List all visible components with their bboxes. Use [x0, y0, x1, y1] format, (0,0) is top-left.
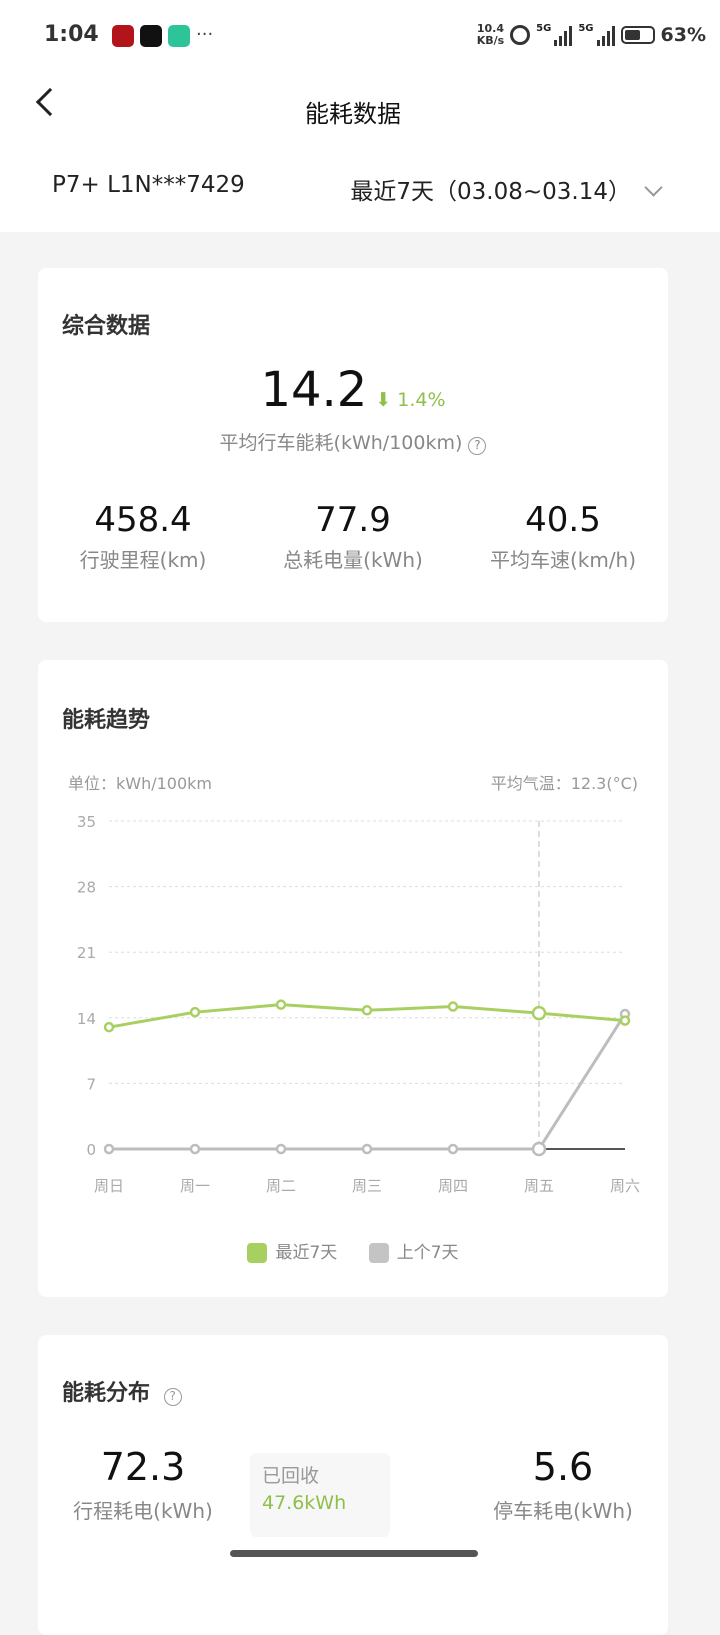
net-speed: 10.4 KB/s — [476, 22, 505, 47]
y-tick-label: 21 — [77, 944, 96, 962]
unit-label: 单位：kWh/100km — [68, 774, 213, 793]
avg-consumption-row: 14.2 ⬇ 1.4% — [38, 362, 668, 418]
battery-percent: 63% — [660, 24, 706, 46]
home-app-icon — [168, 24, 190, 47]
bank-app-icon — [112, 24, 134, 47]
data-point — [275, 1143, 287, 1155]
chevron-down-icon — [644, 178, 663, 197]
summary-card: 综合数据 14.2 ⬇ 1.4% 平均行车能耗(kWh/100km) ? 458… — [38, 268, 668, 622]
data-point — [447, 1143, 459, 1155]
avg-consumption-label: 平均行车能耗(kWh/100km) ? — [38, 428, 668, 455]
home-indicator[interactable] — [230, 1550, 478, 1557]
avg-temp-label: 平均气温：12.3(°C) — [490, 774, 638, 793]
signal-2-icon: 5G — [578, 24, 615, 46]
arrow-down-icon: ⬇ — [375, 389, 392, 411]
legend: 最近7天 上个7天 — [38, 1238, 668, 1263]
x-tick-label: 周四 — [438, 1177, 468, 1195]
help-icon[interactable]: ? — [468, 437, 487, 455]
legend-recent[interactable]: 最近7天 — [247, 1243, 337, 1263]
y-tick-label: 14 — [77, 1010, 96, 1028]
legend-previous[interactable]: 上个7天 — [368, 1243, 459, 1263]
x-tick-label: 周三 — [352, 1177, 382, 1195]
x-tick-label: 周日 — [94, 1177, 124, 1195]
x-tick-label: 周六 — [610, 1177, 640, 1195]
data-point — [531, 1005, 547, 1021]
series-line — [109, 1013, 627, 1151]
vehicle-selector[interactable]: P7+ L1N***7429 — [52, 172, 245, 198]
x-tick-label: 周五 — [524, 1177, 554, 1195]
data-point — [361, 1005, 373, 1016]
data-point — [103, 1021, 115, 1033]
stat-distance: 458.4 行驶里程(km) — [79, 500, 207, 572]
trip-consumption: 72.3 行程耗电(kWh) — [73, 1445, 213, 1523]
y-tick-label: 7 — [86, 1075, 96, 1093]
x-tick-label: 周一 — [180, 1177, 210, 1195]
date-range-selector[interactable]: 最近7天（03.08~03.14） — [350, 172, 663, 206]
page-title: 能耗数据 — [305, 100, 401, 128]
help-icon[interactable]: ? — [163, 1388, 182, 1406]
distribution-card: 能耗分布 ? 72.3 行程耗电(kWh) 已回收 47.6kWh 5.6 停车耗电(… — [38, 1335, 668, 1635]
capcut-app-icon — [140, 24, 162, 47]
data-point — [447, 1001, 459, 1012]
trend-title: 能耗趋势 — [62, 708, 151, 733]
y-tick-label: 28 — [77, 879, 96, 897]
recovered-tooltip: 已回收 47.6kWh — [250, 1453, 390, 1537]
stat-speed: 40.5 平均车速(km/h) — [489, 500, 637, 572]
battery-icon — [620, 26, 655, 44]
data-point — [275, 999, 287, 1010]
more-notifications-icon: ··· — [196, 24, 214, 45]
x-tick-label: 周二 — [266, 1177, 296, 1195]
distribution-title: 能耗分布 ? — [62, 1375, 182, 1407]
data-point — [189, 1006, 201, 1018]
signal-1-icon: 5G — [536, 24, 573, 46]
alarm-icon — [510, 25, 531, 45]
data-point — [189, 1143, 201, 1155]
y-tick-label: 35 — [77, 813, 96, 831]
parking-consumption: 5.6 停车耗电(kWh) — [493, 1445, 633, 1523]
data-point — [361, 1143, 373, 1155]
data-point — [531, 1141, 547, 1157]
summary-title: 综合数据 — [62, 314, 151, 339]
status-icons: 10.4 KB/s 5G 5G 63% — [477, 18, 706, 52]
status-time: 1:04 — [44, 22, 99, 47]
data-point — [103, 1143, 115, 1155]
data-point — [619, 1015, 631, 1026]
avg-consumption-value: 14.2 — [260, 362, 368, 418]
trend-card: 能耗趋势 单位：kWh/100km 平均气温：12.3(°C) 最近7天 上个7… — [38, 660, 668, 1297]
y-tick-label: 0 — [86, 1141, 96, 1159]
change-indicator: ⬇ 1.4% — [375, 389, 446, 411]
stat-energy: 77.9 总耗电量(kWh) — [283, 500, 423, 572]
trend-chart[interactable]: 0 7 14 21 28 35 周日 周一 周二 周三 周四 周五 周六 — [60, 800, 660, 1220]
